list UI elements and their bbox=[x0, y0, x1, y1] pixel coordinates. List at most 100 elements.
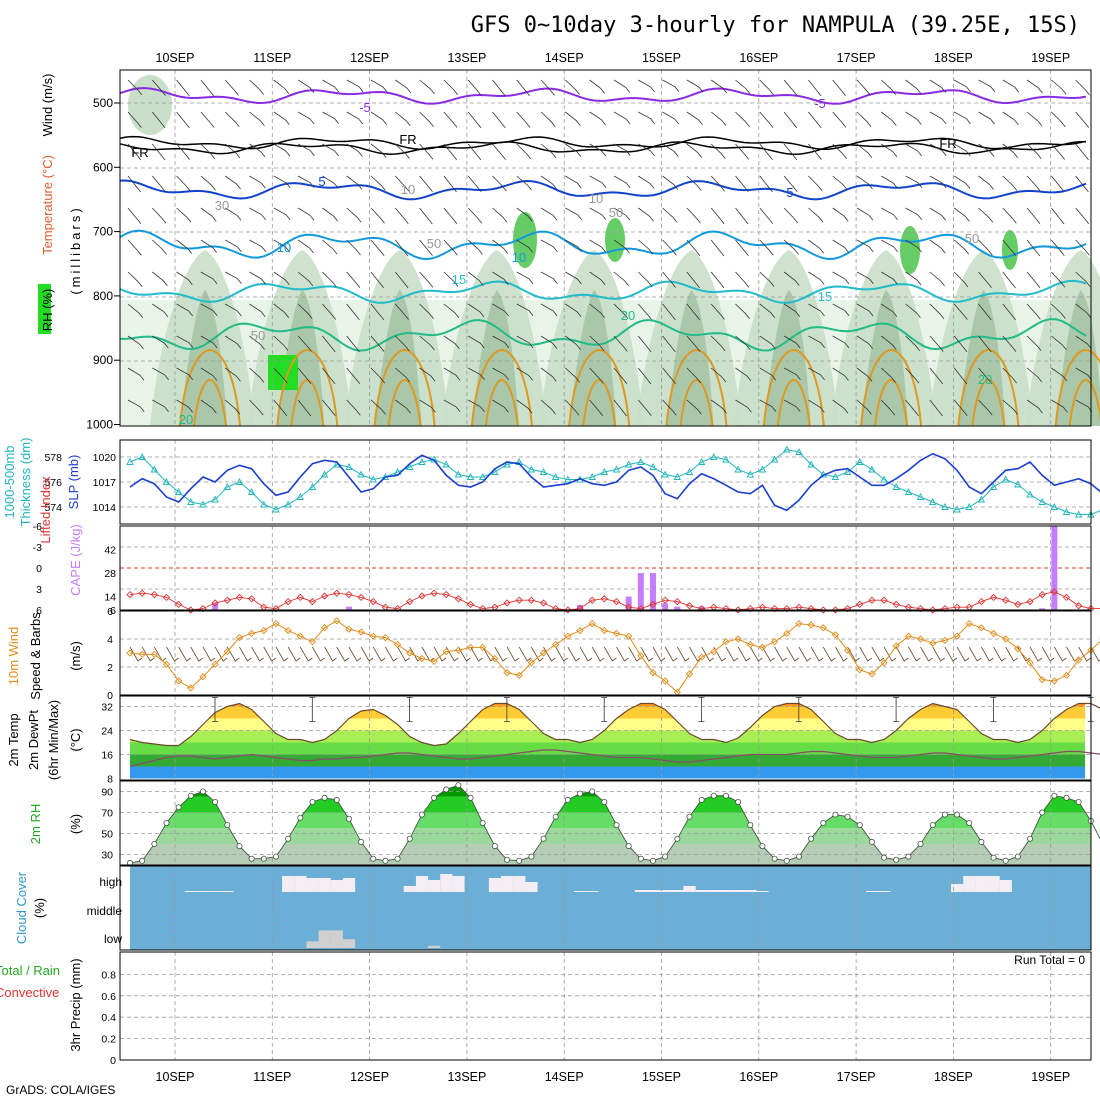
rh-fill-plume-core bbox=[1055, 290, 1100, 426]
wind-barb bbox=[370, 207, 385, 224]
wind-barb bbox=[297, 175, 315, 189]
wind-barb bbox=[881, 175, 898, 189]
rh-fill-plume-core bbox=[861, 290, 909, 426]
wind-speed-line-marker bbox=[442, 647, 450, 656]
wind-barb bbox=[297, 367, 312, 385]
wind-barb bbox=[224, 367, 241, 382]
cape-tick: 14 bbox=[104, 592, 116, 604]
cloud-high-bar bbox=[574, 891, 587, 892]
cloud-high-bar bbox=[865, 891, 879, 892]
thickness-line-marker bbox=[989, 483, 998, 490]
thickness-line-marker bbox=[527, 465, 536, 473]
wind-barb bbox=[832, 335, 850, 349]
rh-line-marker bbox=[504, 856, 511, 863]
wind-barb bbox=[638, 111, 655, 124]
wind-barb bbox=[249, 79, 265, 95]
wind-barb bbox=[176, 207, 192, 223]
wind-barb bbox=[224, 143, 241, 159]
lifted-index-line-marker bbox=[637, 604, 645, 613]
wind-barb bbox=[394, 207, 409, 225]
wind-barb bbox=[759, 175, 773, 193]
rh-line-marker bbox=[455, 782, 462, 789]
wind-barb bbox=[929, 143, 947, 156]
surface-wind-barb bbox=[859, 646, 872, 662]
lifted-index-line-marker bbox=[333, 589, 341, 597]
wind-barb bbox=[224, 111, 240, 128]
cloud-high-bar bbox=[209, 891, 222, 892]
footer-credit: GrADS: COLA/IGES bbox=[6, 1083, 115, 1097]
wind-barb bbox=[565, 79, 580, 95]
temp-tick: 24 bbox=[101, 726, 113, 738]
rh-fill-moderate bbox=[1002, 230, 1018, 270]
bottom-date-label: 10SEP bbox=[156, 1070, 195, 1084]
wind-barb bbox=[929, 367, 944, 385]
wind-barb bbox=[832, 239, 849, 253]
wind-barb bbox=[1051, 207, 1065, 225]
rh-line-marker bbox=[735, 799, 742, 806]
contour-label: -5 bbox=[814, 96, 826, 111]
wind-barb bbox=[613, 239, 630, 254]
wind-barb bbox=[176, 239, 193, 254]
wind-barb bbox=[1075, 79, 1090, 96]
wind-barb bbox=[1002, 111, 1019, 126]
surface-wind-barb bbox=[749, 646, 763, 662]
contour-freezing-2 bbox=[119, 140, 1086, 155]
wind-barb bbox=[249, 239, 267, 252]
wind-speed-line-marker bbox=[479, 643, 487, 652]
wind-barb bbox=[637, 303, 652, 320]
wind-barb bbox=[662, 335, 676, 353]
wind-barb bbox=[273, 303, 290, 318]
wind-tick: 4 bbox=[107, 634, 113, 646]
contour-30 bbox=[290, 378, 325, 427]
rh-line-marker bbox=[139, 857, 146, 864]
wind-barb bbox=[881, 239, 898, 253]
surface-wind-barb bbox=[482, 646, 495, 662]
wind-barb bbox=[395, 367, 411, 383]
cloud-high-bar bbox=[318, 878, 331, 892]
wind-barb bbox=[710, 207, 725, 225]
wind-barb bbox=[443, 79, 459, 96]
contour-30 bbox=[776, 378, 811, 427]
temp-band bbox=[130, 706, 1085, 719]
wind-speed-line-marker bbox=[576, 626, 584, 635]
contour-minus5 bbox=[119, 86, 1087, 105]
wind-barb bbox=[953, 175, 971, 189]
thickness-line-marker bbox=[272, 505, 280, 513]
rh-line-marker bbox=[272, 853, 279, 860]
cloud-high-bar bbox=[634, 890, 648, 892]
contour-label: -5 bbox=[359, 100, 371, 115]
temp-band bbox=[130, 742, 1085, 755]
wind-barb bbox=[540, 303, 558, 317]
wind-barb bbox=[443, 207, 458, 225]
dewpt2m-axis-label: 2m DewPt bbox=[26, 710, 41, 770]
rh-line-marker bbox=[1075, 799, 1082, 806]
thickness-line-marker bbox=[466, 473, 475, 480]
wind-speed-line-marker bbox=[406, 649, 414, 657]
cloud-high-bar bbox=[488, 878, 502, 892]
thickness-line-marker bbox=[405, 463, 414, 470]
wind-barb bbox=[322, 303, 337, 320]
rh-line-marker bbox=[479, 820, 486, 827]
wind-barb bbox=[322, 207, 339, 222]
thickness-line-marker bbox=[162, 478, 171, 485]
wind-barb bbox=[346, 367, 361, 384]
lifted-index-axis-label: Lifted Index bbox=[38, 476, 53, 544]
surface-wind-barb bbox=[1078, 646, 1091, 662]
rh-line-marker bbox=[1002, 857, 1009, 864]
lifted-index-line-marker bbox=[162, 593, 171, 602]
wind-barb bbox=[443, 367, 461, 381]
wind-barb bbox=[176, 175, 191, 192]
wind-barb bbox=[492, 335, 510, 348]
panel-2m-rh: 90 70 50 30 2m RH (%) bbox=[28, 780, 1100, 866]
wind-barb bbox=[225, 271, 242, 284]
wind-barb bbox=[735, 175, 749, 193]
wind-barb bbox=[322, 399, 336, 417]
wind-barb bbox=[467, 175, 482, 192]
lifted-index-line-marker bbox=[856, 600, 864, 609]
thickness-line-marker bbox=[503, 460, 511, 468]
wind-barb bbox=[686, 207, 701, 224]
wind-barb bbox=[954, 111, 971, 124]
wind-barb bbox=[808, 207, 824, 223]
contour-25 bbox=[1054, 348, 1100, 427]
